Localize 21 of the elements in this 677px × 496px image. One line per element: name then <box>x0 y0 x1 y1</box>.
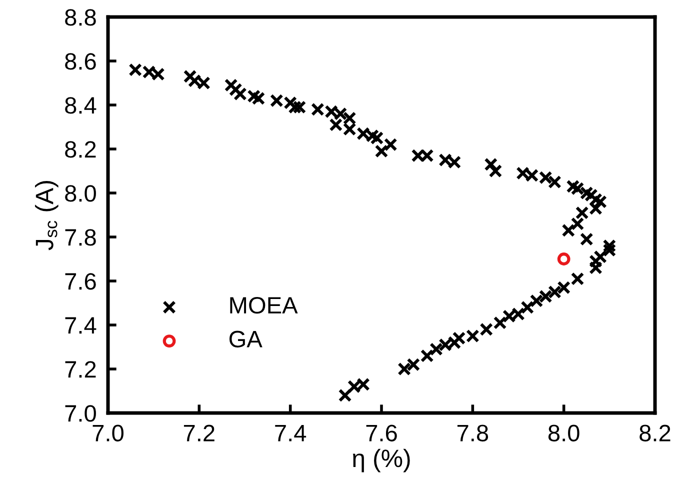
legend-label: GA <box>229 330 262 348</box>
y-tick-label: 8.6 <box>65 53 96 70</box>
x-tick-label: 7.4 <box>275 424 306 442</box>
y-tick-label: 7.4 <box>65 317 96 334</box>
x-tick-label: 8.0 <box>548 424 580 442</box>
y-tick-label: 7.0 <box>65 405 96 422</box>
x-tick-label: 7.6 <box>366 424 397 442</box>
x-tick-label: 8.2 <box>640 424 670 442</box>
y-tick-label: 7.6 <box>65 273 96 290</box>
y-tick-label: 7.2 <box>65 361 96 378</box>
x-tick-label: 7.0 <box>92 424 124 442</box>
x-tick-label: 7.2 <box>184 424 214 442</box>
y-tick-label: 8.4 <box>65 97 96 114</box>
y-tick-label: 8.8 <box>65 9 96 26</box>
legend-label: MOEA <box>230 296 298 314</box>
y-tick-label: 8.0 <box>65 185 96 202</box>
y-tick-label: 7.8 <box>65 229 96 246</box>
y-axis-title: J$_{sc}$ (A) <box>35 181 58 250</box>
y-tick-label: 8.2 <box>65 141 96 158</box>
x-axis-title: η (%) <box>352 448 410 472</box>
x-tick-label: 7.8 <box>457 424 488 442</box>
